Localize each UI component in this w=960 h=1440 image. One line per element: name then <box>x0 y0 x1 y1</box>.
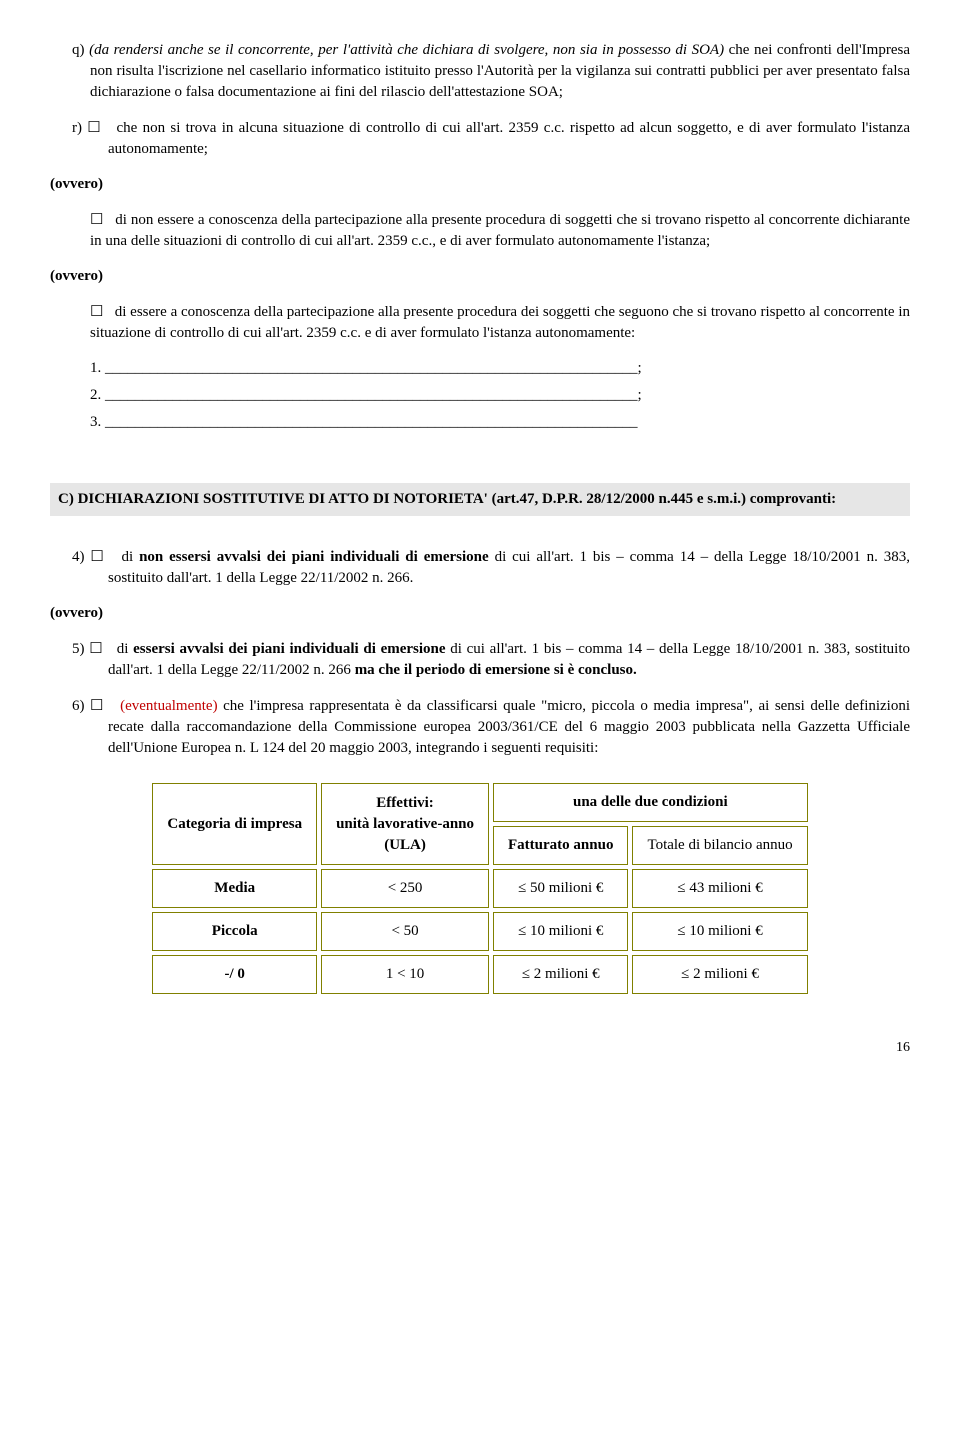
ov2-text: di essere a conoscenza della partecipazi… <box>90 304 910 341</box>
item-r: r) ☐ che non si trova in alcuna situazio… <box>50 117 910 160</box>
th-balance: Totale di bilancio annuo <box>632 826 807 865</box>
cell: ≤ 10 milioni € <box>632 912 807 951</box>
ovvero-1-body: ☐ di non essere a conoscenza della parte… <box>50 209 910 252</box>
r-prefix: r) <box>72 120 82 136</box>
cell: Piccola <box>152 912 317 951</box>
th-ula: Effettivi: unità lavorative-anno (ULA) <box>321 783 489 865</box>
checkbox-icon[interactable]: ☐ <box>90 697 103 714</box>
cell: ≤ 43 milioni € <box>632 869 807 908</box>
p5-b: essersi avvalsi dei piani individuali di… <box>133 641 445 657</box>
ovvero-3: (ovvero) <box>50 603 910 624</box>
cell: -/ 0 <box>152 955 317 994</box>
th-category-text: Categoria di impresa <box>167 816 302 832</box>
cell: ≤ 10 milioni € <box>493 912 628 951</box>
item-5: 5) ☐ di essersi avvalsi dei piani indivi… <box>50 638 910 681</box>
th-turnover: Fatturato annuo <box>493 826 628 865</box>
table-row: -/ 0 1 < 10 ≤ 2 milioni € ≤ 2 milioni € <box>152 955 807 994</box>
q-italic: (da rendersi anche se il concorrente, pe… <box>89 42 724 58</box>
ov1-text: di non essere a conoscenza della parteci… <box>90 212 910 249</box>
cell: ≤ 2 milioni € <box>632 955 807 994</box>
th-ula-text: Effettivi: unità lavorative-anno (ULA) <box>336 795 474 853</box>
cell: < 50 <box>321 912 489 951</box>
p4-b: non essersi avvalsi dei piani individual… <box>139 549 489 565</box>
item-q: q) (da rendersi anche se il concorrente,… <box>50 40 910 103</box>
p5-a: di <box>117 641 133 657</box>
line-1: 1. _____________________________________… <box>50 358 910 379</box>
item-4: 4) ☐ di non essersi avvalsi dei piani in… <box>50 546 910 589</box>
enterprise-table: Categoria di impresa Effettivi: unità la… <box>148 779 811 998</box>
item-6: 6) ☐ (eventualmente) che l'impresa rappr… <box>50 695 910 759</box>
p6-prefix: 6) <box>72 698 85 714</box>
th-category: Categoria di impresa <box>152 783 317 865</box>
table-row: Piccola < 50 ≤ 10 milioni € ≤ 10 milioni… <box>152 912 807 951</box>
cell: ≤ 2 milioni € <box>493 955 628 994</box>
line-2: 2. _____________________________________… <box>50 385 910 406</box>
checkbox-icon[interactable]: ☐ <box>87 119 100 136</box>
p4-a: di <box>122 549 140 565</box>
checkbox-icon[interactable]: ☐ <box>90 548 103 565</box>
cell: < 250 <box>321 869 489 908</box>
checkbox-icon[interactable]: ☐ <box>89 640 102 657</box>
checkbox-icon[interactable]: ☐ <box>90 211 103 228</box>
cell: 1 < 10 <box>321 955 489 994</box>
line-3: 3. _____________________________________… <box>50 412 910 433</box>
q-prefix: q) <box>72 42 85 58</box>
p5-prefix: 5) <box>72 641 85 657</box>
section-c-heading: C) DICHIARAZIONI SOSTITUTIVE DI ATTO DI … <box>50 483 910 516</box>
r-text: che non si trova in alcuna situazione di… <box>108 120 910 157</box>
ovvero-1: (ovvero) <box>50 174 910 195</box>
p4-prefix: 4) <box>72 549 85 565</box>
ovvero-2: (ovvero) <box>50 266 910 287</box>
th-conditions: una delle due condizioni <box>493 783 808 822</box>
p6-text: che l'impresa rappresentata è da classif… <box>108 698 910 756</box>
ovvero-2-body: ☐ di essere a conoscenza della partecipa… <box>50 301 910 344</box>
page-number: 16 <box>50 1038 910 1058</box>
cell: Media <box>152 869 317 908</box>
cell: ≤ 50 milioni € <box>493 869 628 908</box>
p6-eventually: (eventualmente) <box>120 698 217 714</box>
p5-d: ma che il periodo di emersione si è conc… <box>355 662 637 678</box>
table-row: Media < 250 ≤ 50 milioni € ≤ 43 milioni … <box>152 869 807 908</box>
checkbox-icon[interactable]: ☐ <box>90 303 103 320</box>
